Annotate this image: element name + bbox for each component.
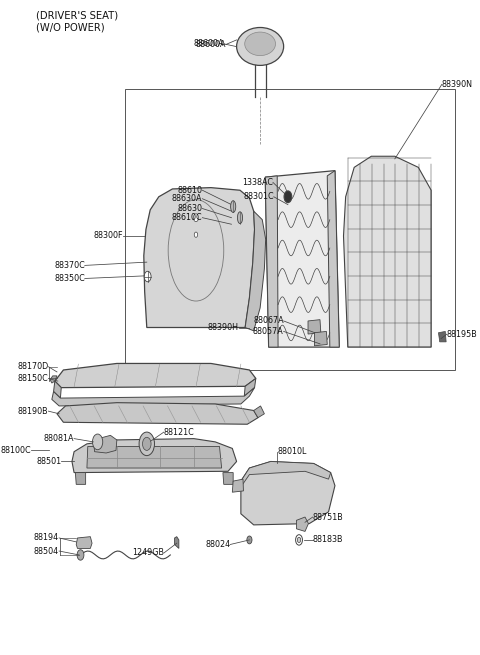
Text: 88057A: 88057A	[253, 327, 284, 336]
Text: 1249GB: 1249GB	[132, 548, 164, 557]
Polygon shape	[308, 320, 321, 334]
Circle shape	[77, 550, 84, 560]
Polygon shape	[254, 406, 264, 418]
Circle shape	[144, 271, 151, 282]
Text: 88067A: 88067A	[253, 316, 284, 326]
Text: 88121C: 88121C	[164, 428, 195, 437]
Circle shape	[143, 438, 151, 451]
Text: 88630: 88630	[178, 204, 203, 213]
Text: 88630A: 88630A	[172, 195, 203, 203]
Text: 88010L: 88010L	[277, 447, 307, 456]
Polygon shape	[52, 388, 254, 406]
Polygon shape	[265, 171, 339, 347]
Ellipse shape	[238, 212, 242, 223]
Text: 88390N: 88390N	[442, 80, 473, 89]
Polygon shape	[265, 176, 278, 347]
Text: 88081A: 88081A	[44, 434, 74, 443]
Polygon shape	[232, 479, 243, 492]
Polygon shape	[50, 376, 57, 383]
Polygon shape	[344, 157, 431, 347]
Polygon shape	[175, 536, 179, 548]
Text: 88190B: 88190B	[18, 407, 48, 416]
Circle shape	[247, 536, 252, 544]
Ellipse shape	[245, 32, 276, 56]
Polygon shape	[223, 473, 233, 484]
Polygon shape	[57, 403, 258, 424]
Polygon shape	[87, 447, 222, 468]
Text: 1338AC: 1338AC	[242, 178, 273, 187]
Text: 88600A: 88600A	[193, 39, 224, 48]
Text: 88301C: 88301C	[243, 193, 274, 201]
Polygon shape	[75, 473, 85, 484]
Text: 88370C: 88370C	[54, 261, 85, 270]
Bar	[125, 89, 455, 370]
Text: (W/O POWER): (W/O POWER)	[36, 22, 104, 32]
Polygon shape	[245, 211, 265, 331]
Text: 88390H: 88390H	[208, 323, 239, 332]
Polygon shape	[144, 187, 254, 328]
Ellipse shape	[230, 200, 236, 212]
Circle shape	[194, 232, 198, 237]
Circle shape	[296, 534, 302, 545]
Polygon shape	[327, 171, 339, 347]
Text: 88751B: 88751B	[312, 513, 344, 521]
Polygon shape	[438, 331, 446, 342]
Text: 88170D: 88170D	[17, 362, 48, 371]
Text: 88610: 88610	[178, 186, 203, 195]
Text: 88024: 88024	[205, 540, 230, 549]
Text: 88600A: 88600A	[195, 40, 226, 49]
Circle shape	[139, 432, 155, 456]
Text: 88300F: 88300F	[94, 231, 123, 240]
Text: 88100C: 88100C	[0, 446, 31, 455]
Text: 88610C: 88610C	[172, 213, 203, 222]
Polygon shape	[241, 462, 331, 485]
Polygon shape	[297, 517, 309, 531]
Circle shape	[284, 191, 292, 202]
Circle shape	[193, 214, 199, 221]
Text: 88195B: 88195B	[447, 329, 478, 339]
Polygon shape	[244, 379, 256, 396]
Text: 88183B: 88183B	[312, 535, 343, 544]
Polygon shape	[314, 331, 327, 346]
Polygon shape	[54, 381, 61, 398]
Polygon shape	[76, 536, 92, 548]
Ellipse shape	[237, 28, 284, 66]
Text: 88501: 88501	[36, 457, 61, 466]
Circle shape	[297, 537, 301, 542]
Text: 88504: 88504	[34, 546, 59, 555]
Text: (DRIVER'S SEAT): (DRIVER'S SEAT)	[36, 10, 118, 20]
Text: 88150C: 88150C	[18, 374, 48, 383]
Polygon shape	[72, 439, 237, 473]
Text: 88350C: 88350C	[54, 274, 85, 283]
Polygon shape	[241, 462, 335, 525]
Polygon shape	[93, 436, 117, 453]
Circle shape	[93, 434, 103, 450]
Polygon shape	[55, 364, 256, 388]
Text: 88194: 88194	[34, 533, 59, 542]
